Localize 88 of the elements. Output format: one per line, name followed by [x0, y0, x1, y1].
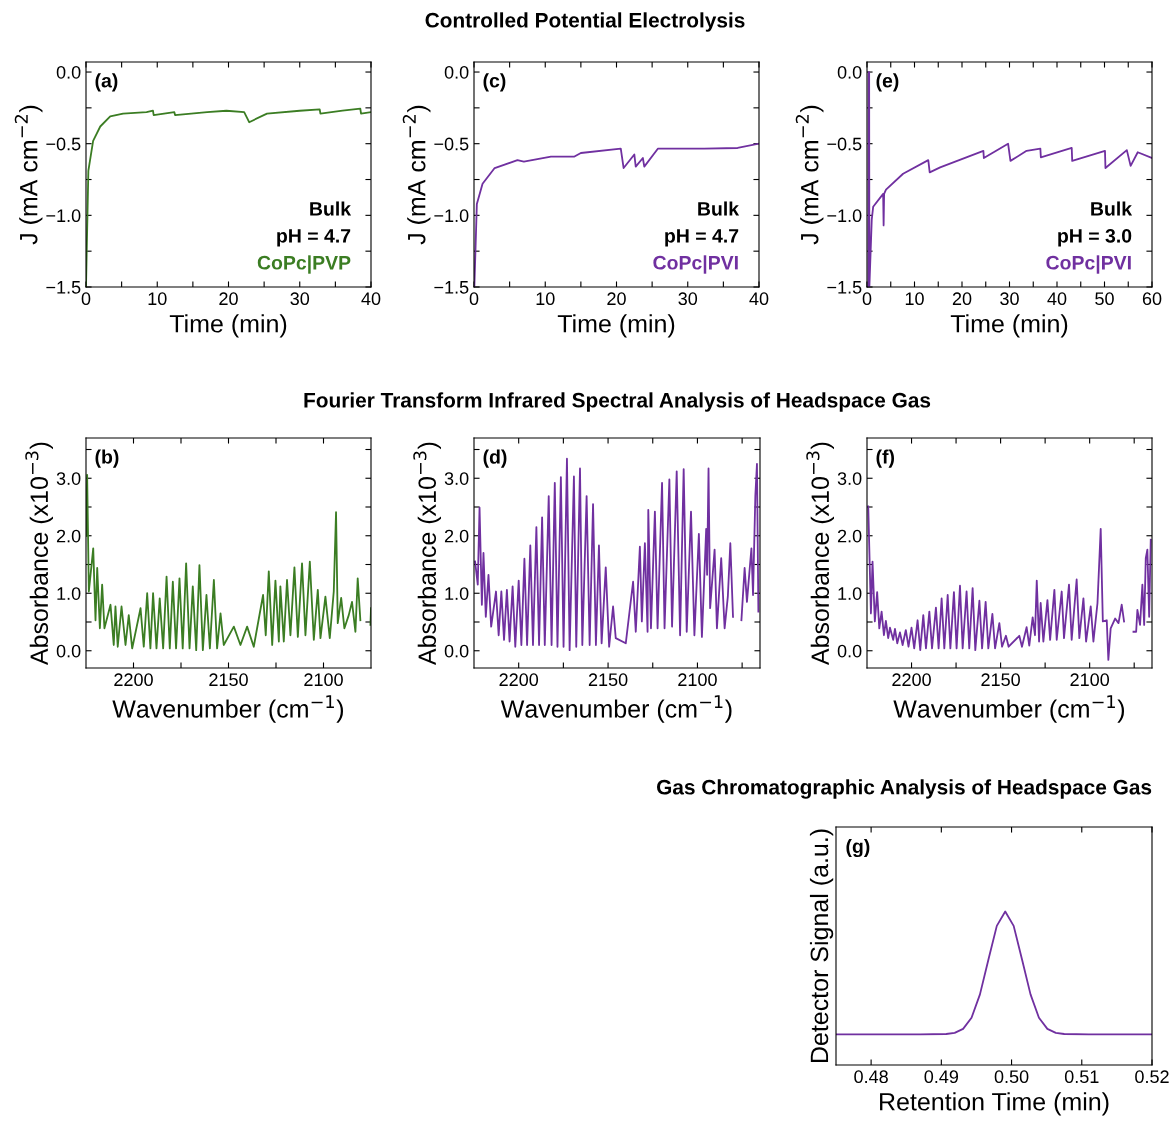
annotation: (c) [483, 73, 506, 92]
y-tick-label: −0.5 [46, 137, 81, 151]
x-axis-title: Wavenumber (cm$^{−1}$) [112, 695, 344, 723]
y-tick-label: 0.0 [444, 65, 469, 79]
y-tick-label: 0.0 [56, 65, 81, 79]
y-tick-label: 3.0 [837, 472, 862, 485]
y-tick-label: −1.5 [827, 281, 862, 294]
x-tick-label: 2150 [981, 673, 1020, 687]
y-tick-label: −1.0 [46, 209, 81, 223]
annotation: pH = 4.7 [277, 229, 351, 247]
x-tick-label: 40 [749, 292, 769, 306]
x-tick-label: 0 [469, 292, 479, 306]
y-axis-title: Absorbance (x10$^{−3}$) [25, 442, 53, 666]
x-tick-label: 10 [148, 292, 167, 306]
x-tick-label: 0 [81, 292, 91, 306]
x-tick-label: 2200 [892, 673, 931, 687]
x-axis-title: Wavenumber (cm$^{−1}$) [500, 695, 732, 723]
x-tick-label: 0.52 [1135, 1070, 1169, 1084]
y-tick-label: 1.0 [57, 587, 81, 600]
y-axis-title: Absorbance (x10$^{−3}$) [806, 442, 834, 666]
y-tick-label: −1.5 [434, 281, 469, 294]
x-axis-title: Time (min) [169, 314, 287, 338]
text: CoPc|PVP [257, 255, 351, 274]
y-axis-title: J (mA cm$^{−2}$) [795, 105, 824, 245]
chart-title: Controlled Potential Electrolysis [425, 12, 745, 32]
y-tick-label: 0.0 [56, 644, 81, 658]
x-tick-label: 30 [678, 292, 698, 306]
y-tick-label: 3.0 [56, 472, 81, 485]
y-axis-title: J (mA cm$^{−2}$) [402, 105, 431, 245]
text: CoPc|PVI [653, 255, 738, 274]
y-tick-label: −0.5 [434, 137, 469, 151]
y-tick-label: 2.0 [56, 529, 81, 543]
x-tick-label: 30 [1000, 292, 1019, 306]
x-axis-title: Retention Time (min) [880, 1092, 1109, 1116]
chart-title: Fourier Transform Infrared Spectral Analysis of Headspace Gas [304, 392, 931, 412]
annotation: Bulk [1091, 201, 1133, 216]
x-tick-label: 2150 [588, 673, 628, 687]
y-tick-label: −1.0 [827, 209, 862, 223]
x-tick-label: 20 [607, 292, 626, 306]
x-tick-label: 40 [1047, 292, 1067, 306]
x-tick-label: 50 [1095, 292, 1114, 306]
x-tick-label: 0.50 [994, 1070, 1029, 1084]
annotation: (b) [95, 449, 119, 468]
x-tick-label: 2200 [499, 673, 539, 687]
x-tick-label: 2150 [209, 673, 248, 687]
text: (g) [846, 838, 870, 858]
y-tick-label: 2.0 [837, 529, 862, 543]
x-tick-label: 2100 [1070, 673, 1110, 687]
x-tick-label: 2200 [114, 673, 153, 687]
y-tick-label: 1.0 [445, 587, 469, 600]
x-axis-title: Wavenumber (cm$^{−1}$) [893, 695, 1125, 723]
y-axis-title: Detector Signal (a.u.) [809, 829, 834, 1063]
chart-title: Gas Chromatographic Analysis of Headspace Gas [656, 779, 1152, 799]
x-tick-label: 0.51 [1064, 1070, 1099, 1084]
y-tick-label: 2.0 [444, 529, 469, 543]
y-tick-label: 0.0 [837, 65, 862, 79]
annotation: (a) [95, 73, 118, 92]
x-axis-title: Time (min) [557, 314, 675, 338]
annotation: (f) [876, 449, 895, 468]
x-tick-label: 0 [862, 292, 872, 306]
x-tick-label: 2100 [304, 673, 343, 687]
y-tick-label: −0.5 [827, 137, 862, 151]
y-tick-label: −1.5 [46, 281, 81, 294]
x-tick-label: 10 [536, 292, 555, 306]
y-tick-label: 3.0 [444, 472, 469, 485]
annotation: Bulk [698, 201, 740, 216]
annotation: Bulk [310, 201, 352, 216]
y-axis-title: Absorbance (x10$^{−3}$) [413, 442, 441, 666]
x-tick-label: 30 [290, 292, 310, 306]
x-tick-label: 60 [1142, 292, 1162, 306]
x-tick-label: 40 [361, 292, 381, 306]
annotation: pH = 3.0 [1058, 228, 1132, 247]
annotation: (d) [483, 449, 507, 468]
x-tick-label: 20 [219, 292, 238, 306]
x-axis-title: Time (min) [950, 314, 1068, 338]
annotation: pH = 4.7 [665, 229, 739, 247]
text: CoPc|PVI [1046, 255, 1131, 274]
y-tick-label: 0.0 [444, 644, 469, 658]
x-tick-label: 20 [952, 292, 972, 306]
annotation: (e) [876, 73, 899, 92]
x-tick-label: 0.48 [854, 1070, 888, 1084]
x-tick-label: 10 [905, 292, 924, 306]
x-tick-label: 0.49 [924, 1070, 959, 1084]
y-tick-label: 0.0 [837, 644, 862, 658]
y-tick-label: 1.0 [838, 587, 862, 600]
y-tick-label: −1.0 [434, 209, 469, 223]
x-tick-label: 2100 [678, 673, 717, 687]
y-axis-title: J (mA cm$^{−2}$) [14, 105, 43, 245]
